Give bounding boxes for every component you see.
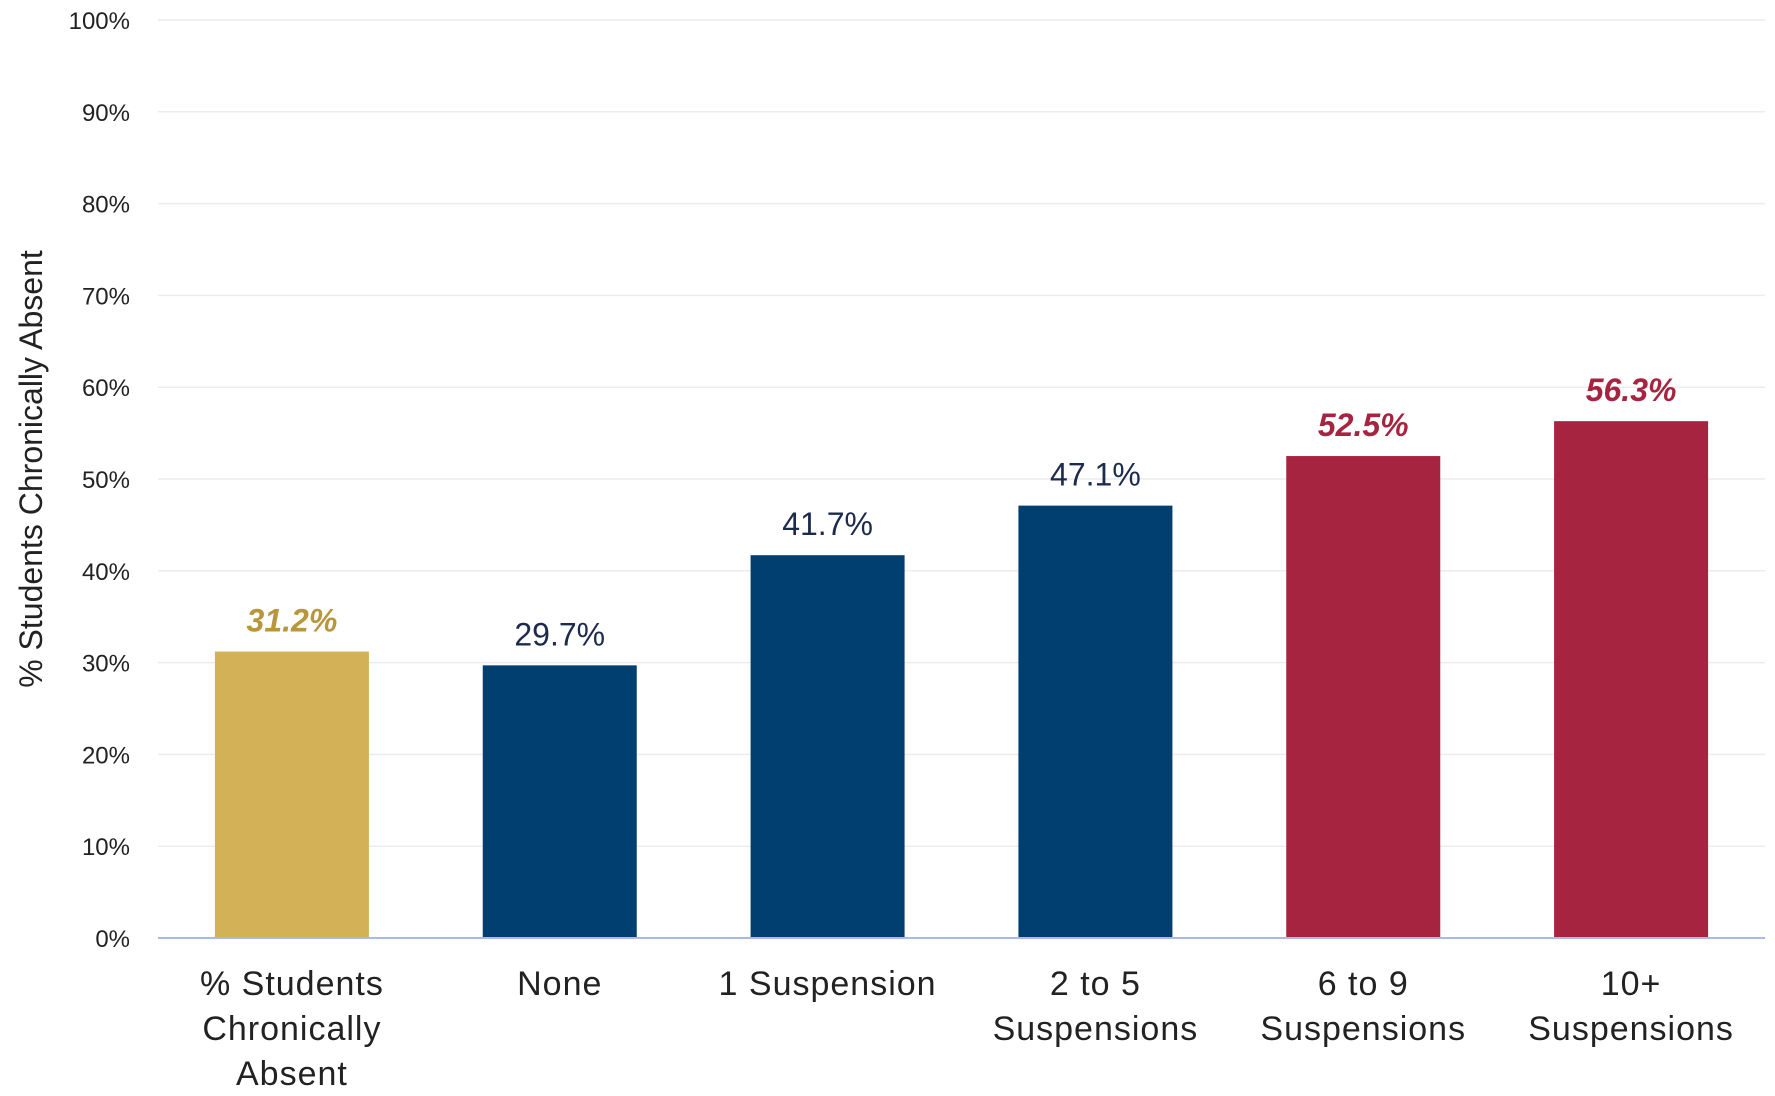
x-tick-label: % Students Chronically Absent [200,965,384,1091]
x-tick-label-line: Chronically [202,1010,381,1048]
y-tick-label: 20% [82,742,130,769]
y-tick-label: 100% [69,8,130,35]
y-tick-label: 80% [82,192,130,219]
x-tick-label-line: 6 to 9 [1318,965,1409,1003]
y-tick-label: 30% [82,651,130,678]
x-tick-label: 2 to 5 Suspensions [993,965,1199,1048]
bar-value-label: 47.1% [1050,457,1141,493]
bar-value-label: 29.7% [514,616,605,652]
x-tick-label-line: 2 to 5 [1050,965,1141,1003]
x-tick-label-line: Absent [236,1055,348,1091]
bar-value-label: 31.2% [247,603,338,639]
y-tick-label: 90% [82,100,130,127]
bars [214,421,1709,938]
x-tick-label: 10+ Suspensions [1528,965,1734,1048]
x-tick-label-line: 1 Suspension [719,965,937,1003]
x-tick-label-line: 10+ [1601,965,1662,1003]
y-tick-label: 50% [82,467,130,494]
bar [1286,456,1441,938]
bar-value-label: 56.3% [1586,372,1677,408]
gridlines [158,19,1765,847]
bar [482,665,637,938]
y-tick-label: 0% [95,926,130,953]
value-labels: 31.2% 29.7% 41.7% 47.1% 52.5% 56.3% [247,372,1677,652]
x-tick-label-line: None [517,965,602,1003]
bar [1554,421,1709,938]
bar-value-label: 52.5% [1318,407,1409,443]
y-tick-label: 40% [82,559,130,586]
y-tick-label: 10% [82,834,130,861]
x-tick-label: 6 to 9 Suspensions [1260,965,1466,1048]
y-tick-label: 60% [82,375,130,402]
category-labels: % Students Chronically Absent None 1 Suspens… [200,965,1734,1093]
bar [750,555,905,938]
x-tick-label-line: Suspensions [1260,1010,1466,1048]
x-tick-label: 1 Suspension [719,965,937,1003]
bar-value-label: 41.7% [782,506,873,542]
bar [214,651,369,938]
x-tick-label-line: Suspensions [993,1010,1199,1048]
x-tick-label-line: % Students [200,965,384,1003]
bar [1018,505,1173,938]
x-tick-label-line: Suspensions [1528,1010,1734,1048]
x-tick-label: None [517,965,602,1003]
y-tick-label: 70% [82,283,130,310]
y-axis-ticks: 0% 10% 20% 30% 40% 50% 60% 70% 80% 90% 100% [69,8,130,953]
y-axis-title: % Students Chronically Absent [13,250,49,688]
